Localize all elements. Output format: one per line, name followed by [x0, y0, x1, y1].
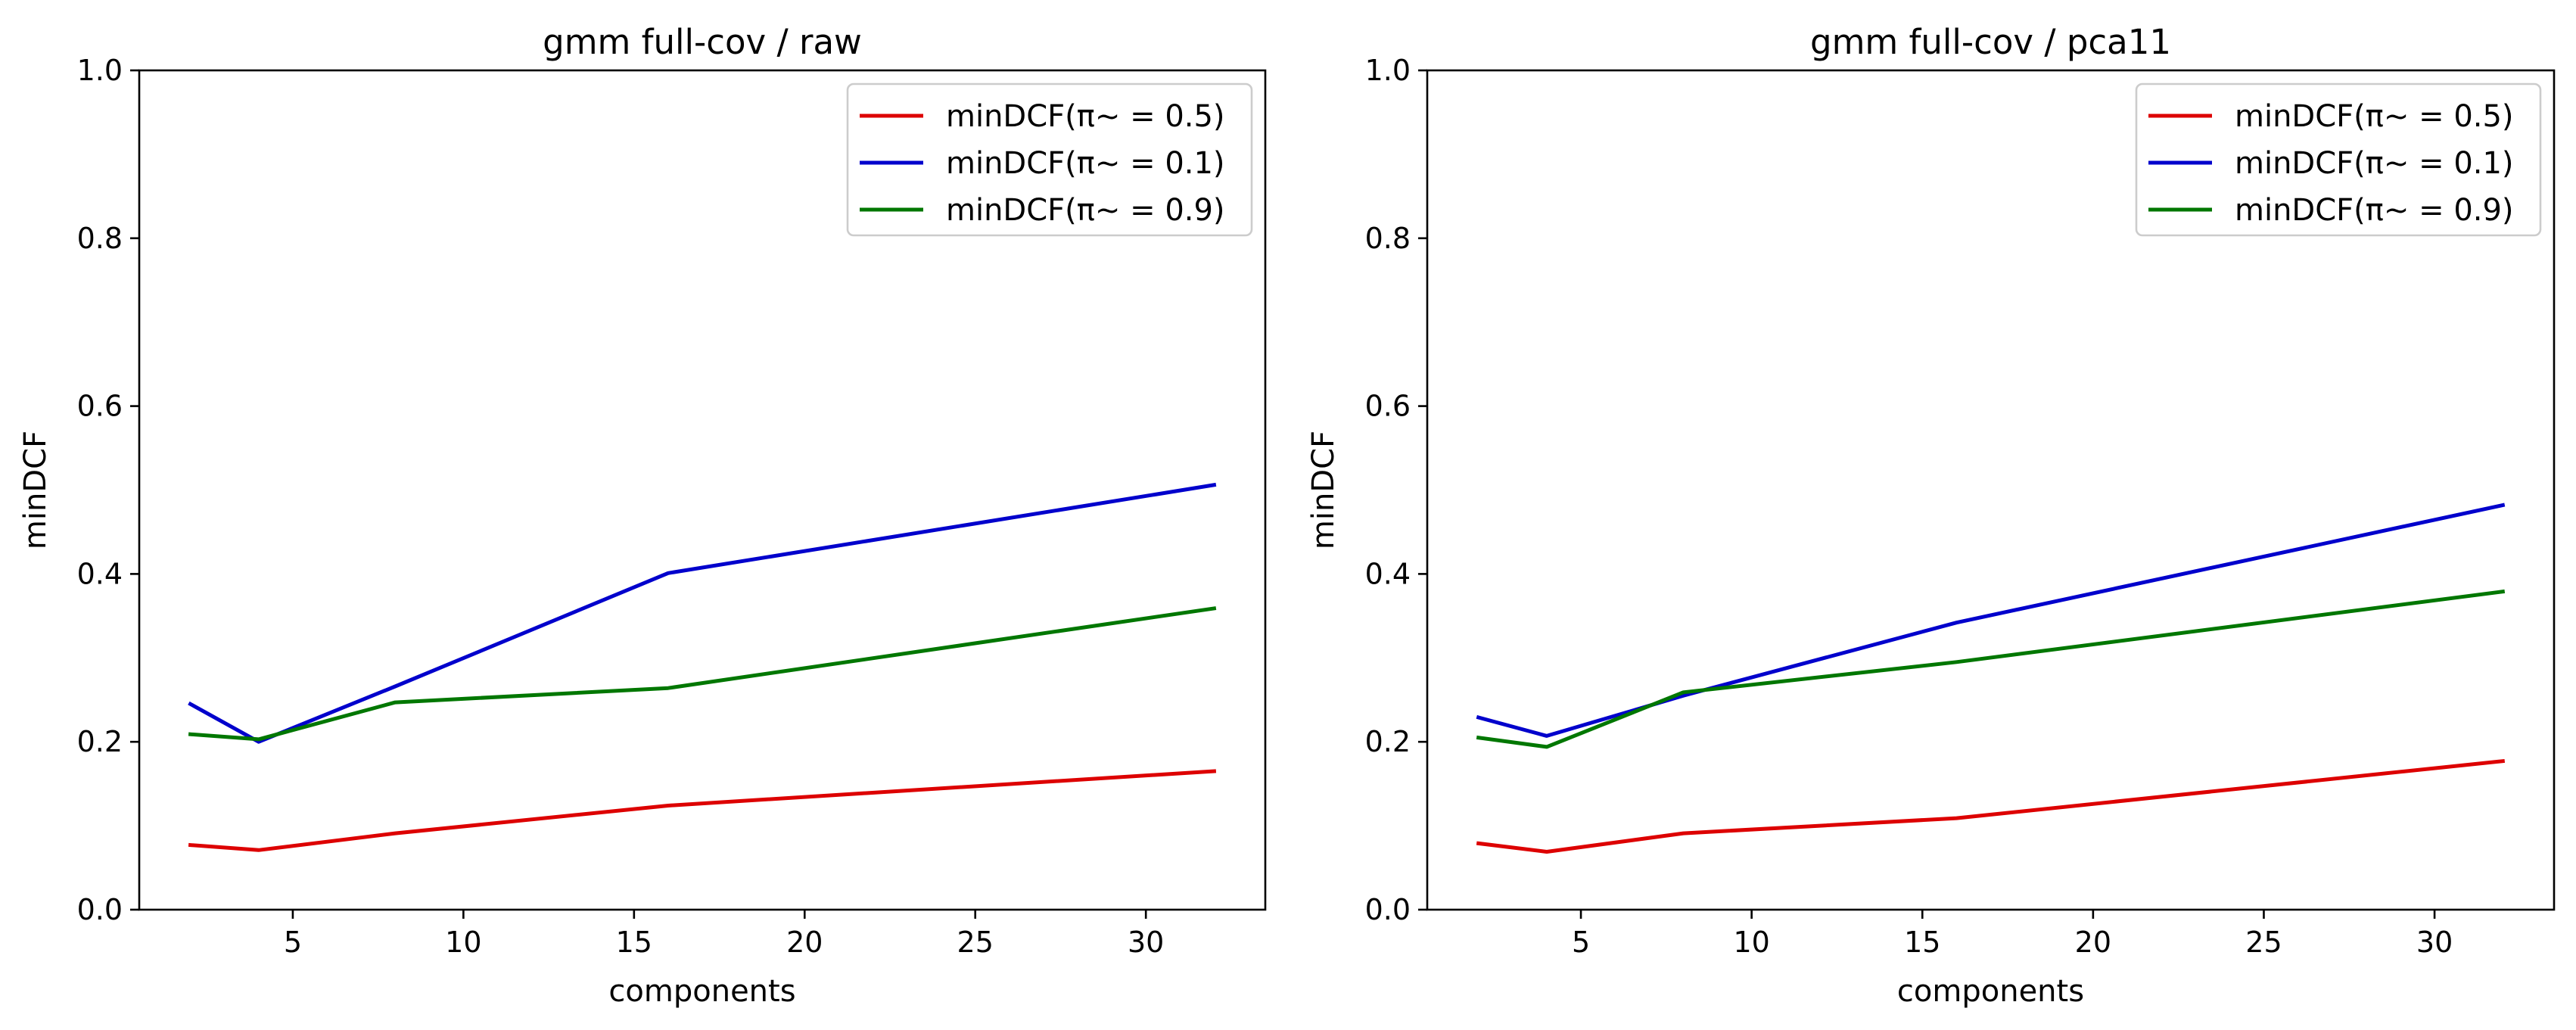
y-axis-label: minDCF — [1306, 431, 1341, 549]
chart-title: gmm full-cov / raw — [543, 22, 862, 62]
y-tick-label: 0.2 — [1365, 725, 1411, 758]
legend-label: minDCF(π~ = 0.1) — [2235, 146, 2514, 181]
y-tick-label: 0.8 — [1365, 222, 1411, 255]
y-tick-label: 0.6 — [77, 390, 123, 423]
x-tick-label: 30 — [2416, 926, 2453, 959]
axes-frame — [138, 69, 1267, 911]
x-tick-label: 30 — [1128, 926, 1164, 959]
x-tick-label: 15 — [1904, 926, 1940, 959]
y-tick-label: 0.6 — [1365, 390, 1411, 423]
y-tick-label: 1.0 — [77, 54, 123, 87]
legend: minDCF(π~ = 0.5) minDCF(π~ = 0.1) minDCF(π… — [2135, 82, 2542, 237]
legend-label: minDCF(π~ = 0.1) — [946, 146, 1225, 181]
x-tick-label: 15 — [616, 926, 652, 959]
axes-frame — [1426, 69, 2556, 911]
x-axis-label: components — [608, 974, 795, 1009]
y-tick-label: 0.4 — [77, 557, 123, 590]
legend-box — [2135, 82, 2542, 237]
y-tick-label: 1.0 — [1365, 54, 1411, 87]
series-line-2 — [1476, 503, 2506, 738]
y-tick-label: 0.0 — [77, 893, 123, 926]
y-axis-label: minDCF — [18, 431, 53, 549]
x-tick-label: 5 — [284, 926, 302, 959]
series-line-1 — [1476, 758, 2506, 854]
x-tick-label: 10 — [445, 926, 481, 959]
x-tick-label: 25 — [957, 926, 994, 959]
legend-label: minDCF(π~ = 0.9) — [946, 193, 1225, 228]
series-line-2 — [188, 482, 1217, 744]
chart-title: gmm full-cov / pca11 — [1810, 22, 2171, 62]
legend-label: minDCF(π~ = 0.5) — [2235, 99, 2514, 134]
series-line-3 — [1476, 589, 2506, 749]
y-tick-label: 0.8 — [77, 222, 123, 255]
legend-box — [846, 82, 1253, 237]
x-tick-label: 25 — [2245, 926, 2282, 959]
chart-panel-2: gmm full-cov / pca11 5 10 15 20 25 30 0.0 0.2 0.4… — [1306, 22, 2556, 1009]
x-tick-label: 20 — [2075, 926, 2111, 959]
y-tick-label: 0.4 — [1365, 557, 1411, 590]
chart-panel-1: gmm full-cov / raw 5 10 15 20 25 30 0.0 0.2 0.4 0.… — [18, 22, 1267, 1009]
legend: minDCF(π~ = 0.5) minDCF(π~ = 0.1) minDCF(π… — [846, 82, 1253, 237]
x-tick-label: 10 — [1733, 926, 1769, 959]
x-axis-label: components — [1897, 974, 2084, 1009]
x-tick-label: 5 — [1572, 926, 1590, 959]
series-line-3 — [188, 606, 1217, 742]
x-tick-label: 20 — [786, 926, 823, 959]
y-tick-label: 0.0 — [1365, 893, 1411, 926]
legend-label: minDCF(π~ = 0.5) — [946, 99, 1225, 134]
series-line-1 — [188, 769, 1217, 852]
legend-label: minDCF(π~ = 0.9) — [2235, 193, 2514, 228]
y-tick-label: 0.2 — [77, 725, 123, 758]
